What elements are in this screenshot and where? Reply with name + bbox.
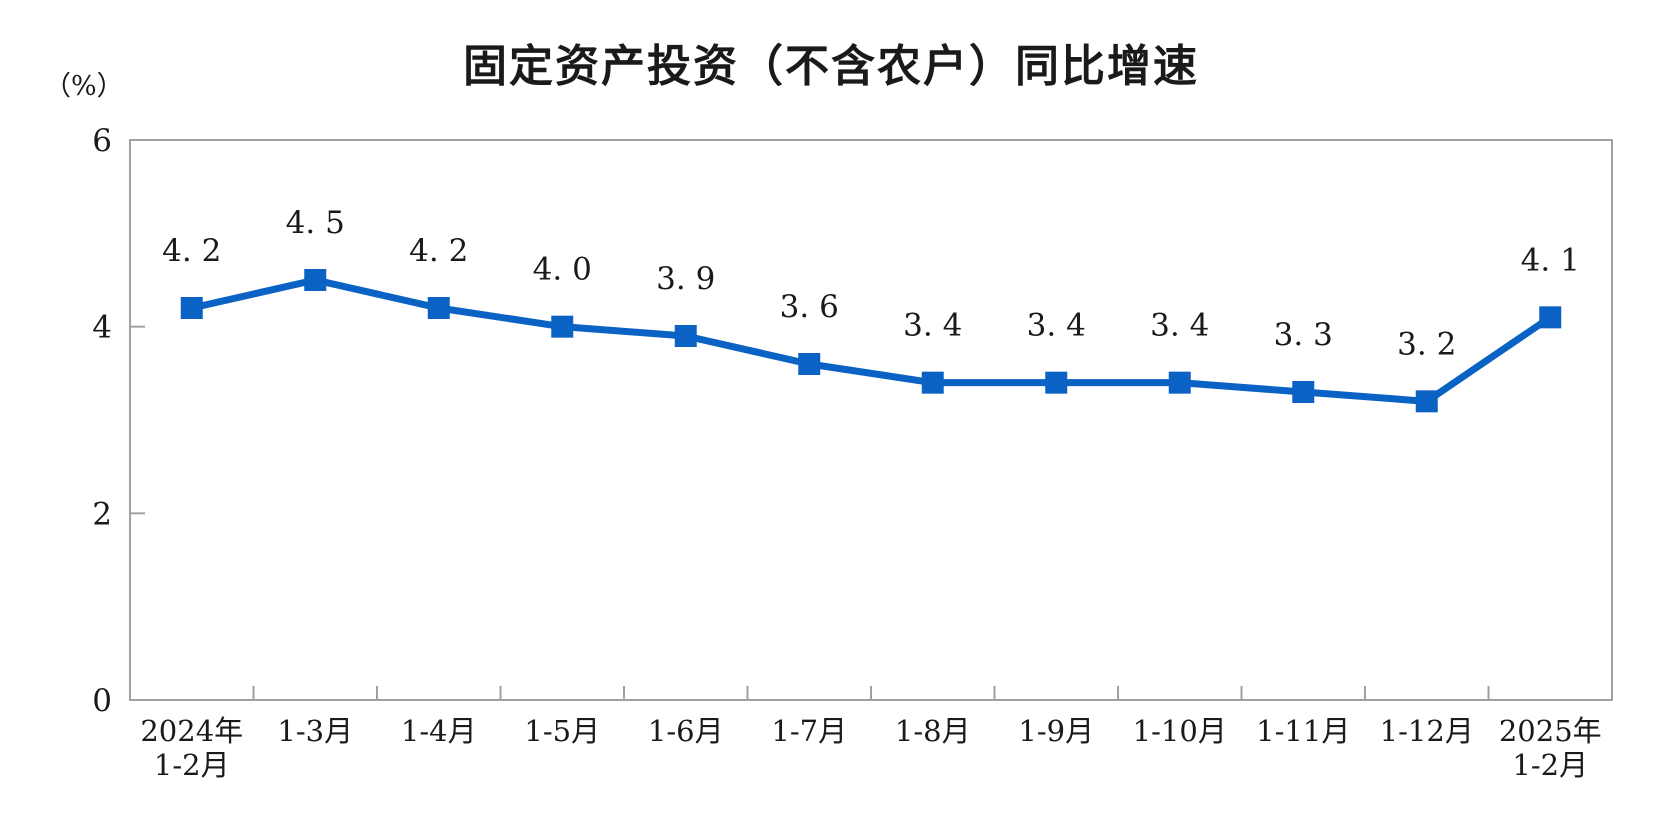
data-point-marker [1415,390,1438,413]
x-axis-category-label: 1-5月 [524,714,600,748]
x-axis-category-label: 1-6月 [648,714,724,748]
data-point-marker [304,269,327,291]
data-point-marker [551,315,574,338]
y-axis-tick-label: 6 [92,123,112,159]
x-axis-category-label: 2024年 [140,714,243,748]
y-axis-tick-label: 4 [92,310,112,346]
data-point-marker [1292,381,1315,403]
x-axis-category-label: 1-10月 [1133,714,1227,748]
data-point-label: 4. 5 [286,205,345,241]
x-axis-category-label: 1-2月 [1512,748,1588,782]
data-point-label: 3. 4 [1027,308,1086,344]
data-point-marker [1045,371,1068,394]
data-point-label: 3. 3 [1274,317,1333,353]
data-point-marker [921,371,944,394]
data-point-label: 4. 2 [162,233,221,269]
y-axis-tick-label: 2 [92,496,112,532]
data-point-marker [1168,371,1191,394]
x-axis-category-label: 1-8月 [895,714,971,748]
x-axis-category-label: 1-11月 [1256,714,1350,748]
plot-border [129,139,1613,701]
x-axis-category-label: 1-3月 [277,714,353,748]
x-axis-category-label: 1-9月 [1018,714,1094,748]
data-point-label: 4. 0 [533,252,592,288]
y-axis-unit-label: （%） [44,71,124,102]
data-point-label: 3. 2 [1397,326,1456,362]
series-line [190,276,1553,405]
data-point-marker [798,353,821,375]
x-axis-category-label: 1-12月 [1380,714,1474,748]
data-point-marker [1539,306,1562,329]
data-point-marker [674,325,697,347]
x-axis-category-label: 2025年 [1499,714,1602,748]
data-point-marker [180,297,203,319]
data-point-marker [427,297,450,319]
y-axis-tick-label: 0 [92,683,112,719]
data-point-label: 4. 1 [1521,242,1580,278]
data-point-label: 4. 2 [409,233,468,269]
x-axis-category-label: 1-2月 [154,748,230,782]
data-point-label: 3. 4 [1150,308,1209,344]
x-axis-category-label: 1-4月 [401,714,477,748]
x-axis-category-label: 1-7月 [771,714,847,748]
data-point-label: 3. 9 [656,261,715,297]
data-point-label: 3. 6 [780,289,839,325]
data-point-label: 3. 4 [903,308,962,344]
chart-title: 固定资产投资（不含农户）同比增速 [463,41,1199,92]
